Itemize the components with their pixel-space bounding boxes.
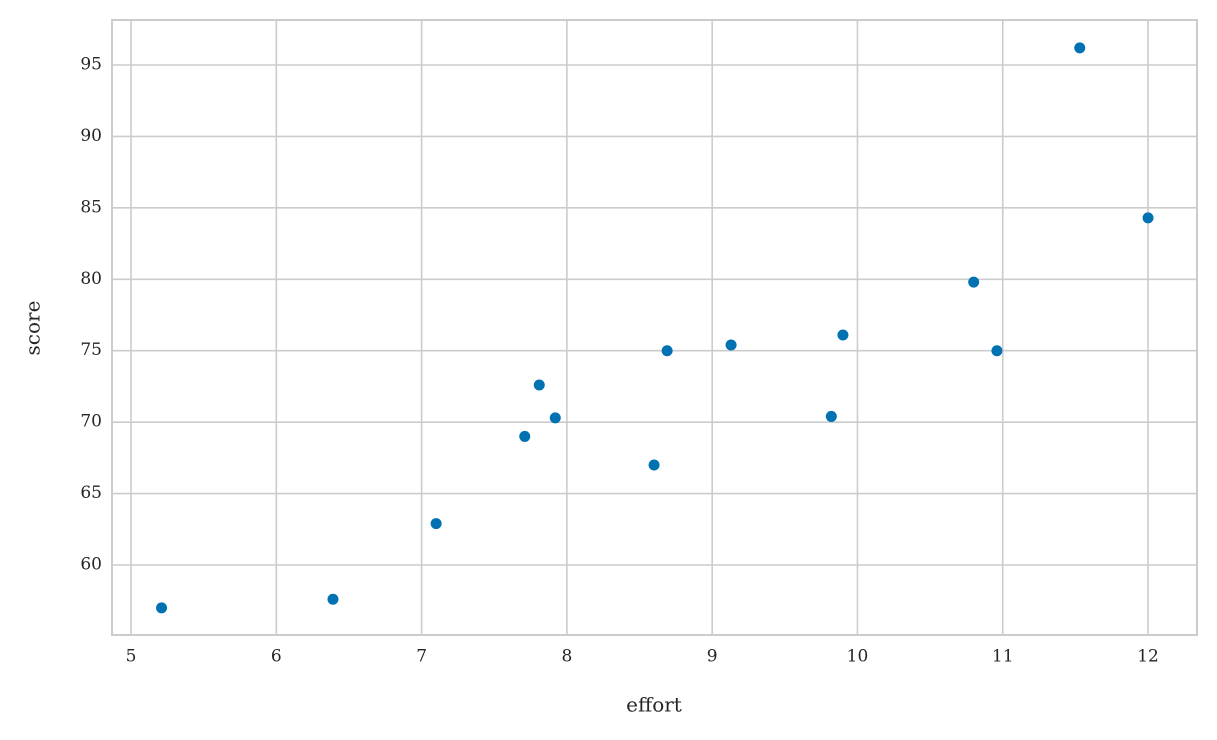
x-tick-label: 8 [561, 647, 572, 667]
y-tick-label: 95 [80, 55, 102, 75]
point [156, 602, 168, 614]
x-tick-label: 7 [416, 647, 427, 667]
point [968, 276, 980, 288]
x-tick-label: 10 [847, 647, 869, 667]
y-tick-label: 90 [80, 126, 102, 146]
y-tick-label: 60 [80, 555, 102, 575]
point [430, 518, 442, 530]
point [519, 430, 531, 442]
y-tick-label: 70 [80, 412, 102, 432]
point [1074, 42, 1086, 54]
point [549, 412, 561, 424]
plot-frame [111, 19, 1198, 636]
point [327, 593, 339, 605]
point [991, 345, 1003, 357]
y-tick-label: 85 [80, 197, 102, 217]
point [661, 345, 673, 357]
x-tick-label: 6 [271, 647, 282, 667]
y-tick-label: 80 [80, 269, 102, 289]
y-axis-label: score [21, 301, 45, 356]
y-tick-label: 75 [80, 340, 102, 360]
x-axis-label: effort [626, 693, 682, 717]
x-tick-label: 12 [1137, 647, 1159, 667]
point [648, 459, 660, 471]
point [825, 410, 837, 422]
x-tick-label: 9 [707, 647, 718, 667]
point [725, 339, 737, 351]
x-tick-label: 11 [992, 647, 1014, 667]
point [533, 379, 545, 391]
point [837, 329, 849, 341]
x-tick-label: 5 [126, 647, 137, 667]
y-tick-label: 65 [80, 483, 102, 503]
point [1142, 212, 1154, 224]
